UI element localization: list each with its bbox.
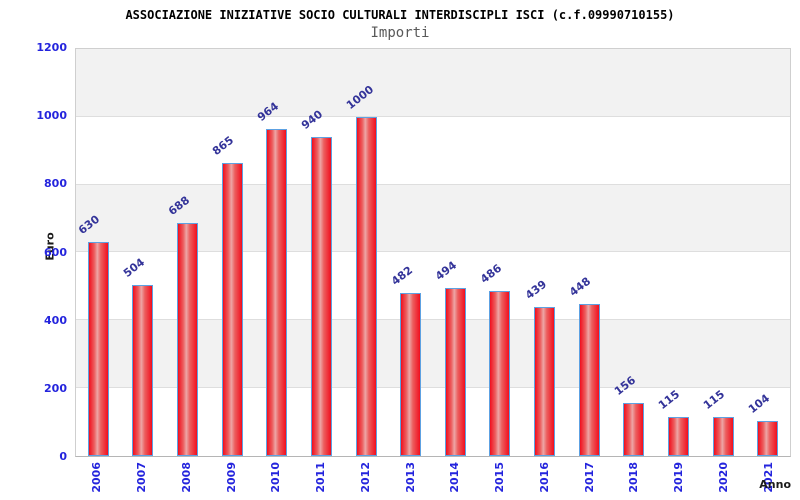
x-tick-label: 2008 (179, 462, 193, 493)
bar-2014 (444, 288, 466, 456)
bar-2012 (355, 116, 377, 456)
bar-2018 (623, 403, 645, 456)
y-tick-label: 1000 (36, 109, 67, 123)
bar-2010 (266, 129, 288, 456)
chart-title: ASSOCIAZIONE INIZIATIVE SOCIO CULTURALI … (125, 8, 675, 22)
bar-2016 (534, 307, 556, 456)
bar-2009 (221, 162, 243, 456)
x-tick-label: 2016 (537, 462, 551, 493)
bar-2006 (87, 242, 109, 456)
bar-2021 (757, 420, 779, 456)
y-tick-label: 800 (44, 177, 67, 191)
y-tick-label: 200 (44, 381, 67, 395)
plot-area: 630 504 688 865 964 940 1000 482 494 486 439 448 156… (75, 48, 791, 457)
x-tick-label: 2009 (224, 462, 238, 493)
y-axis-tick-labels: 0 200 400 600 800 1000 1200 (0, 41, 67, 463)
x-axis-title: Anno (759, 478, 791, 491)
y-tick-label: 400 (44, 313, 67, 327)
x-tick-label: 2010 (269, 462, 283, 493)
grid-band (76, 117, 790, 185)
bar-2015 (489, 291, 511, 456)
x-axis-tick-labels: 2006 2007 2008 2009 2010 2011 2012 2013 2014 2015… (75, 462, 791, 498)
y-tick-label: 1200 (36, 41, 67, 54)
y-tick-label: 0 (59, 450, 67, 463)
x-tick-label: 2018 (627, 462, 641, 493)
bar-2007 (132, 285, 154, 456)
x-tick-label: 2011 (314, 462, 328, 493)
bar-2013 (400, 292, 422, 456)
grid-band (76, 49, 790, 117)
x-tick-label: 2019 (672, 462, 686, 493)
chart-subtitle: Importi (370, 25, 430, 41)
x-tick-label: 2014 (448, 462, 462, 493)
bar-2017 (578, 304, 600, 456)
bar-2011 (310, 137, 332, 456)
x-tick-label: 2015 (493, 462, 507, 493)
y-tick-label: 600 (44, 245, 67, 259)
x-tick-label: 2020 (716, 462, 730, 493)
bar-2008 (177, 222, 199, 456)
x-tick-label: 2006 (90, 462, 104, 493)
x-tick-label: 2013 (403, 462, 417, 493)
x-tick-label: 2017 (582, 462, 596, 493)
bar-2020 (712, 417, 734, 456)
x-tick-label: 2007 (135, 462, 149, 493)
grid-band (76, 252, 790, 321)
bar-2019 (667, 417, 689, 456)
x-tick-label: 2012 (358, 462, 372, 493)
